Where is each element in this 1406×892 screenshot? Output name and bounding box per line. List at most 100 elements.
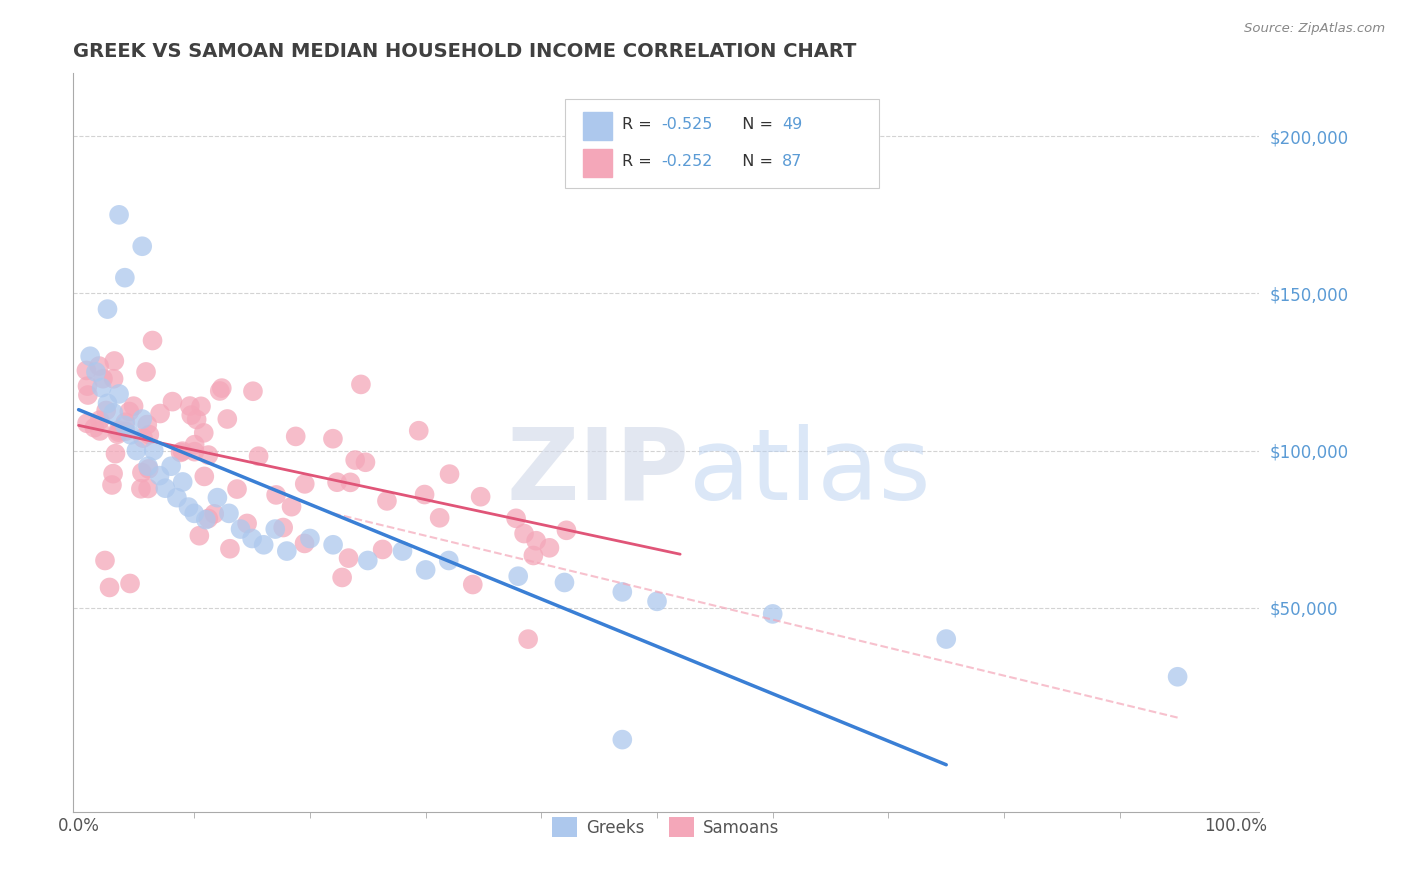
Point [90, 381, 112, 395]
Point [77, 388, 100, 402]
Point [114, 270, 136, 285]
Point [357, 553, 380, 567]
Point [553, 575, 575, 590]
Point [470, 490, 492, 504]
Point [180, 408, 202, 422]
Point [337, 551, 360, 566]
Point [194, 513, 217, 527]
Point [131, 466, 153, 480]
Point [155, 481, 177, 495]
Point [114, 418, 136, 433]
Point [408, 424, 430, 438]
Point [101, 467, 124, 481]
Point [114, 424, 136, 438]
Point [96, 403, 118, 417]
Point [138, 427, 160, 442]
Point [322, 432, 344, 446]
Point [89, 424, 111, 438]
Point [240, 532, 263, 546]
Bar [582, 149, 613, 177]
Text: Source: ZipAtlas.com: Source: ZipAtlas.com [1244, 22, 1385, 36]
Point [136, 482, 159, 496]
Point [118, 576, 141, 591]
Point [219, 541, 242, 556]
Point [284, 429, 307, 443]
Point [190, 400, 212, 414]
Point [122, 399, 145, 413]
Point [218, 507, 240, 521]
Text: 87: 87 [782, 153, 803, 169]
Point [375, 494, 398, 508]
Point [429, 511, 451, 525]
Point [264, 488, 287, 502]
Point [294, 536, 316, 550]
Point [98, 581, 121, 595]
Point [96, 396, 118, 410]
Point [762, 607, 785, 621]
Text: GREEK VS SAMOAN MEDIAN HOUSEHOLD INCOME CORRELATION CHART: GREEK VS SAMOAN MEDIAN HOUSEHOLD INCOME … [73, 42, 856, 61]
Point [104, 447, 127, 461]
Point [131, 412, 153, 426]
Point [120, 427, 142, 442]
Point [172, 475, 194, 489]
Point [208, 384, 231, 398]
Point [413, 487, 436, 501]
Point [179, 399, 201, 413]
Point [236, 516, 259, 531]
Point [524, 533, 547, 548]
Point [114, 415, 136, 429]
Point [96, 302, 118, 317]
Point [177, 500, 200, 514]
Point [118, 404, 141, 418]
Point [131, 239, 153, 253]
Point [142, 443, 165, 458]
Point [271, 520, 294, 534]
Point [103, 406, 125, 420]
Point [108, 387, 131, 401]
Point [439, 467, 461, 482]
Point [415, 563, 437, 577]
Point [508, 569, 530, 583]
Point [280, 500, 302, 514]
Point [242, 384, 264, 399]
Point [226, 482, 249, 496]
Point [160, 459, 183, 474]
Point [87, 359, 110, 373]
Point [339, 475, 361, 490]
Y-axis label: Median Household Income: Median Household Income [0, 342, 7, 544]
Text: 49: 49 [782, 117, 803, 132]
Point [141, 334, 163, 348]
Point [125, 443, 148, 458]
Point [217, 412, 239, 426]
Text: -0.252: -0.252 [661, 153, 713, 169]
Point [193, 469, 215, 483]
Point [555, 524, 578, 538]
Text: R =: R = [621, 153, 657, 169]
Point [75, 363, 97, 377]
Legend: Greeks, Samoans: Greeks, Samoans [546, 811, 786, 844]
Point [89, 413, 111, 427]
Bar [582, 112, 613, 140]
Point [107, 423, 129, 437]
Point [183, 444, 205, 458]
Point [935, 632, 957, 646]
Point [183, 437, 205, 451]
Point [211, 381, 233, 395]
Point [101, 478, 124, 492]
Point [645, 594, 668, 608]
Point [79, 349, 101, 363]
Point [166, 491, 188, 505]
Point [513, 526, 536, 541]
Point [197, 511, 219, 525]
Point [135, 365, 157, 379]
Point [169, 445, 191, 459]
Point [76, 417, 98, 431]
Point [505, 511, 527, 525]
Point [83, 420, 105, 434]
Point [276, 544, 298, 558]
Point [107, 427, 129, 442]
Point [522, 549, 544, 563]
Point [298, 532, 321, 546]
Point [183, 507, 205, 521]
Point [326, 475, 349, 490]
